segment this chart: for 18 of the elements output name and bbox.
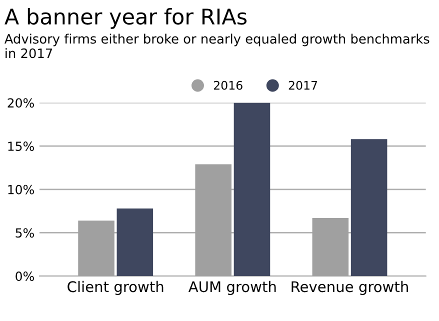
bar — [312, 218, 349, 276]
bar — [234, 102, 270, 276]
x-tick-label: Revenue growth — [292, 280, 408, 296]
y-tick-label: 10% — [8, 184, 34, 194]
legend-label: 2016 — [214, 80, 242, 90]
bar — [195, 164, 232, 276]
y-tick-label: 0% — [16, 272, 34, 281]
y-tick-label: 20% — [8, 98, 34, 108]
legend-label: 2017 — [288, 80, 318, 90]
x-tick-label: AUM growth — [188, 280, 276, 296]
bar — [78, 220, 114, 276]
chart-title: A banner year for RIAs — [4, 8, 247, 29]
chart-subtitle: Advisory firms either broke or nearly equaled growth benchmarks in 2017 — [4, 34, 430, 58]
bar — [116, 208, 154, 276]
bar — [350, 139, 388, 276]
x-tick-label: Client growth — [68, 280, 164, 296]
y-tick-label: 5% — [16, 228, 34, 238]
y-tick-label: 15% — [8, 142, 34, 151]
